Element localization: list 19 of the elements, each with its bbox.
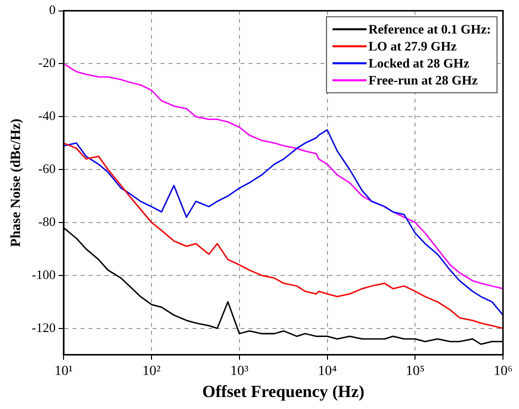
y-axis-title: Phase Noise (dBc/Hz) [9, 118, 24, 247]
x-tick-label: 10⁶ [494, 364, 513, 379]
x-axis-title: Offset Frequency (Hz) [202, 382, 364, 402]
legend-label: Free-run at 28 GHz [368, 72, 478, 88]
legend-label: Locked at 28 GHz [368, 56, 470, 71]
y-tick-label: -120 [32, 320, 56, 335]
x-tick-label: 10⁴ [318, 364, 337, 379]
y-tick-label: -80 [38, 214, 56, 229]
x-tick-label: 10¹ [54, 364, 73, 379]
y-tick-label: -60 [38, 160, 56, 176]
y-tick-label: -40 [38, 108, 56, 124]
x-tick-label: 10⁵ [406, 364, 425, 379]
y-tick-label: 0 [49, 2, 56, 18]
y-tick-label: -20 [38, 55, 56, 70]
legend-label: LO at 27.9 GHz [368, 38, 457, 54]
y-tick-label: -100 [32, 266, 56, 282]
legend-label: Reference at 0.1 GHz: [368, 22, 491, 37]
x-tick-label: 10² [142, 364, 161, 379]
x-tick-label: 10³ [230, 364, 248, 379]
